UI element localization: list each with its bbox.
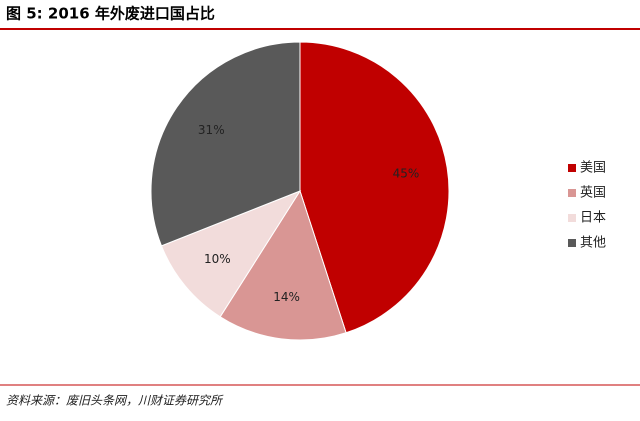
pie-slice bbox=[150, 41, 301, 247]
legend-swatch bbox=[568, 164, 576, 172]
pie-slice bbox=[160, 189, 302, 318]
legend-label: 其他 bbox=[580, 236, 606, 251]
legend-label: 日本 bbox=[580, 211, 606, 226]
legend-label: 英国 bbox=[580, 186, 606, 201]
pie-slice bbox=[299, 41, 450, 334]
slice-label: 14% bbox=[273, 290, 300, 304]
legend-swatch bbox=[568, 214, 576, 222]
chart-title: 图 5: 2016 年外废进口国占比 bbox=[6, 5, 215, 23]
legend-swatch bbox=[568, 239, 576, 247]
source-note: 资料来源：废旧头条网，川财证券研究所 bbox=[6, 394, 224, 408]
legend-swatch bbox=[568, 189, 576, 197]
slice-label: 45% bbox=[393, 167, 420, 181]
slice-label: 31% bbox=[198, 123, 225, 137]
pie-slice bbox=[219, 189, 347, 341]
legend-label: 美国 bbox=[580, 161, 606, 176]
slice-label: 10% bbox=[204, 252, 231, 266]
